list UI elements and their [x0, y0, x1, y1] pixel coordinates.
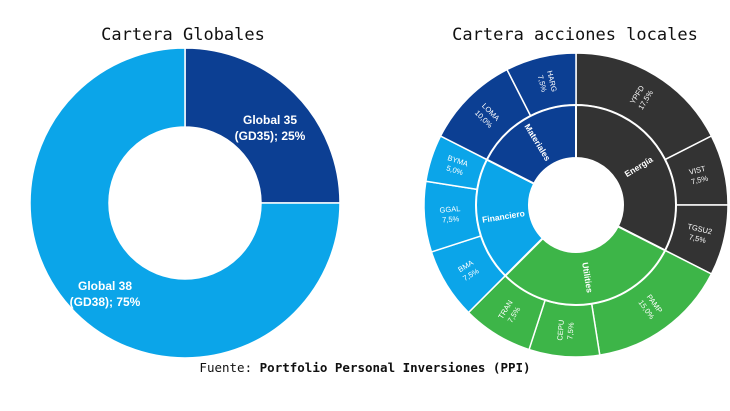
source-name: Portfolio Personal Inversiones (PPI) [259, 360, 531, 375]
globales-donut-chart: Global 35 (GD35); 25% Global 38 (GD38); 75% [29, 47, 341, 359]
inner-label-utilities: Utilities [580, 262, 595, 294]
inner-slice-materiales [485, 103, 577, 186]
inner-slice-energia [575, 103, 677, 252]
slice-global-35 [184, 47, 341, 204]
outer-label-vist: VIST7,5% [688, 164, 709, 187]
outer-label-ggal: GGAL7,5% [439, 204, 461, 225]
slice-label-global-38: Global 38 (GD38); 75% [70, 279, 141, 309]
outer-label-tgsu2: TGSU27,5% [684, 222, 713, 246]
outer-label-harg: HARG7,5% [535, 70, 559, 96]
source-note: Fuente: Portfolio Personal Inversiones (… [0, 360, 730, 375]
outer-label-byma: BYMA5,0% [443, 153, 469, 178]
slice-label-global-35: Global 35 (GD35); 25% [235, 113, 306, 143]
slice-global-38 [29, 47, 341, 359]
inner-slice-utilities [503, 224, 667, 306]
left-chart-title: Cartera Globales [101, 25, 265, 45]
inner-slice-financiero [475, 158, 545, 278]
source-prefix: Fuente: [199, 360, 260, 375]
outer-label-cepu: CEPU7,5% [555, 319, 576, 341]
acciones-sunburst-chart: YPFD17,5%VIST7,5%TGSU27,5%PAMP15,0%CEPU7… [423, 52, 729, 358]
right-chart-title: Cartera acciones locales [452, 25, 698, 45]
